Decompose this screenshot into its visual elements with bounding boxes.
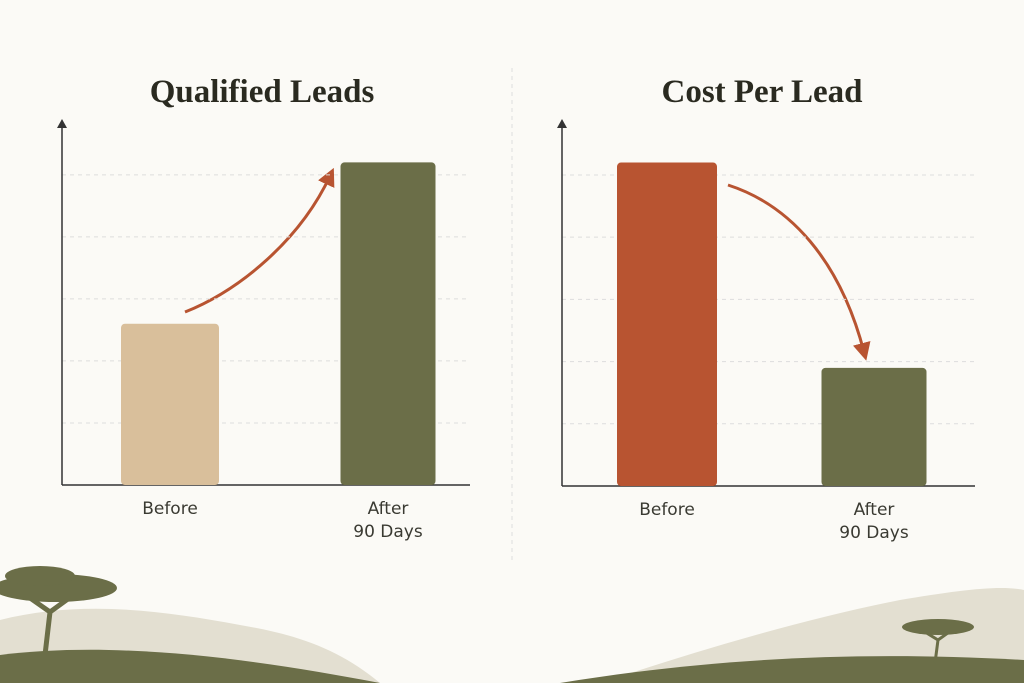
landscape <box>0 566 1024 683</box>
x-tick-label: After 90 Days <box>839 500 909 543</box>
bar <box>617 162 717 487</box>
trend-arrow <box>727 183 871 361</box>
x-tick-label: After 90 Days <box>353 499 423 542</box>
trend-arrow <box>184 167 335 314</box>
chart-title: Cost Per Lead <box>661 74 862 110</box>
bar <box>821 367 927 486</box>
y-axis-arrow <box>57 119 67 128</box>
bar <box>121 323 219 485</box>
x-tick-label: Before <box>639 500 695 520</box>
y-axis-arrow <box>557 119 567 128</box>
chart-title: Qualified Leads <box>150 74 375 110</box>
bar <box>340 162 436 486</box>
x-tick-label: Before <box>142 499 198 519</box>
